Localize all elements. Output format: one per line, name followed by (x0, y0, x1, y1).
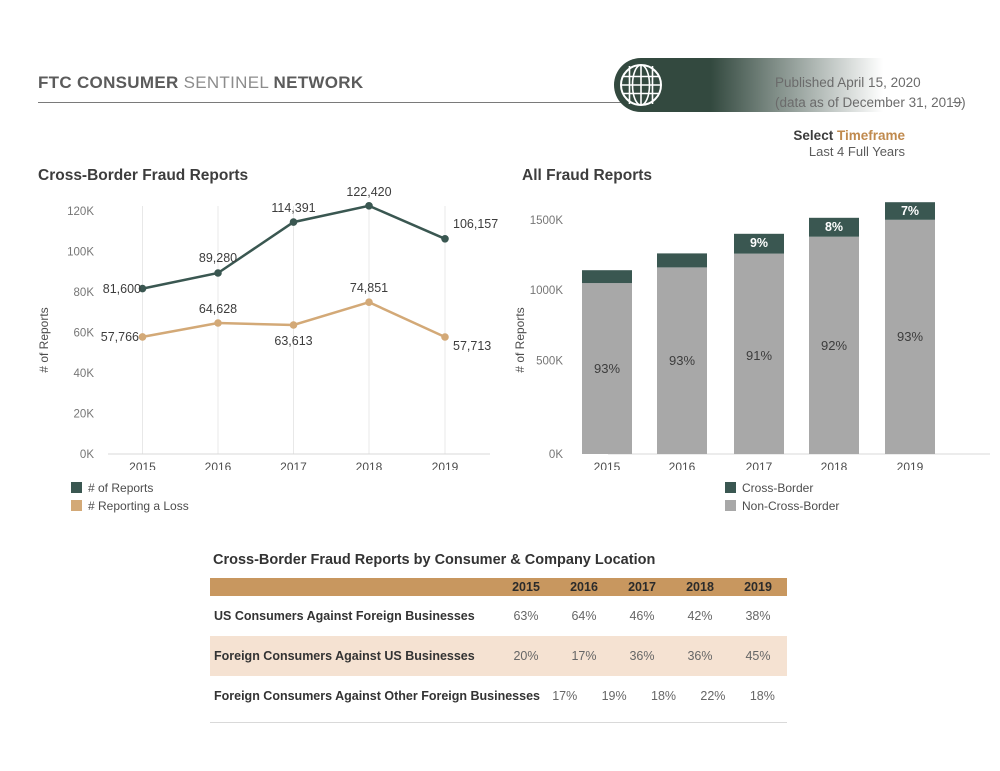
svg-text:8%: 8% (825, 220, 843, 234)
svg-text:89,280: 89,280 (199, 251, 237, 265)
svg-text:120K: 120K (67, 206, 94, 218)
svg-text:2017: 2017 (746, 460, 773, 470)
svg-text:57,713: 57,713 (453, 339, 491, 353)
svg-text:93%: 93% (669, 353, 695, 368)
svg-text:2016: 2016 (205, 460, 232, 470)
svg-text:2018: 2018 (356, 460, 383, 470)
svg-text:0K: 0K (80, 449, 94, 461)
svg-text:64,628: 64,628 (199, 302, 237, 316)
svg-text:40K: 40K (74, 368, 95, 380)
svg-text:74,851: 74,851 (350, 281, 388, 295)
svg-text:2019: 2019 (432, 460, 459, 470)
svg-text:92%: 92% (821, 338, 847, 353)
svg-text:106,157: 106,157 (453, 217, 498, 231)
svg-text:2016: 2016 (669, 460, 696, 470)
svg-text:60K: 60K (74, 328, 95, 340)
svg-text:# of Reports: # of Reports (513, 307, 527, 372)
svg-text:57,766: 57,766 (101, 330, 139, 344)
svg-text:80K: 80K (74, 287, 95, 299)
svg-text:500K: 500K (536, 356, 563, 368)
svg-text:2019: 2019 (897, 460, 924, 470)
svg-text:7%: 7% (901, 204, 919, 218)
svg-text:2015: 2015 (129, 460, 156, 470)
svg-text:114,391: 114,391 (271, 201, 315, 215)
svg-text:63,613: 63,613 (274, 334, 312, 348)
svg-text:1500K: 1500K (530, 215, 564, 227)
svg-text:100K: 100K (67, 247, 94, 259)
svg-text:81,600: 81,600 (103, 282, 141, 296)
svg-text:2018: 2018 (821, 460, 848, 470)
svg-text:2017: 2017 (280, 460, 307, 470)
svg-text:91%: 91% (746, 348, 772, 363)
svg-text:122,420: 122,420 (346, 185, 391, 199)
svg-text:9%: 9% (750, 236, 768, 250)
svg-text:0K: 0K (549, 449, 563, 461)
svg-text:# of Reports: # of Reports (37, 307, 51, 372)
svg-text:2015: 2015 (594, 460, 621, 470)
svg-text:93%: 93% (594, 361, 620, 376)
svg-text:20K: 20K (74, 409, 95, 421)
svg-text:1000K: 1000K (530, 285, 564, 297)
svg-text:93%: 93% (897, 329, 923, 344)
